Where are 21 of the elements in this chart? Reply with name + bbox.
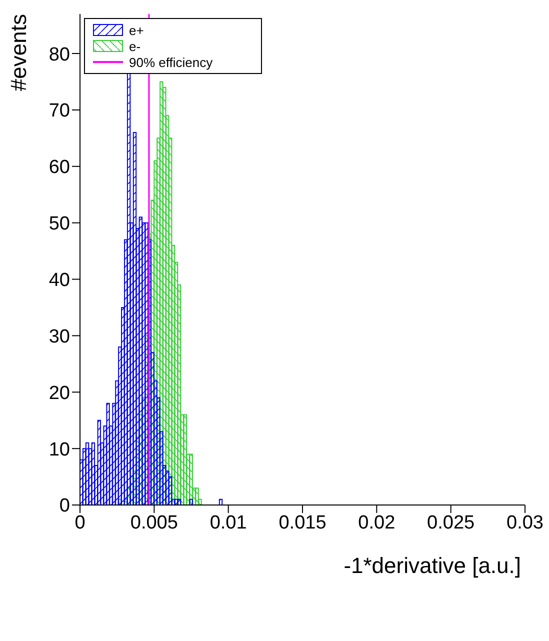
y-tick-label: 20	[48, 382, 70, 404]
x-tick-label: 0	[74, 512, 86, 534]
y-tick-label: 30	[48, 326, 70, 348]
y-axis-title: #events	[6, 14, 31, 92]
y-tick-label: 10	[48, 439, 70, 460]
y-tick-label: 0	[59, 496, 70, 517]
y-tick-label: 40	[48, 270, 70, 291]
y-tick-label: 80	[48, 44, 70, 66]
legend-label: e-	[129, 38, 141, 54]
legend-label: e+	[129, 22, 144, 38]
x-tick-label: 0.015	[278, 512, 326, 534]
x-axis-title: -1*derivative [a.u.]	[344, 553, 521, 578]
x-tick-label: 0.005	[130, 512, 178, 534]
x-tick-label: 0.025	[427, 512, 475, 534]
x-tick-label: 0.02	[358, 512, 396, 534]
x-tick-label: 0.01	[210, 512, 247, 534]
x-tick-label: 0.03	[506, 512, 544, 534]
y-tick-label: 50	[48, 214, 70, 235]
y-tick-label: 70	[48, 100, 70, 122]
y-tick-label: 60	[48, 157, 70, 178]
ref-line-label: 90% efficiency	[129, 54, 213, 70]
